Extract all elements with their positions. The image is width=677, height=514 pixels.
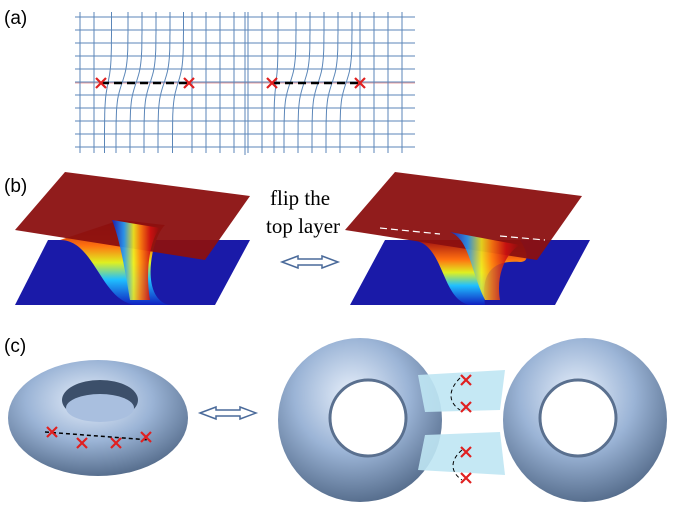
caption: flip the (270, 186, 330, 210)
double-arrow (200, 407, 256, 419)
sheets-left (15, 172, 250, 305)
caption: top layer (266, 214, 340, 238)
panel-label: (c) (4, 336, 26, 357)
cross (461, 473, 471, 483)
torus-pair (278, 338, 667, 502)
torus-left (8, 360, 188, 476)
panel-label: (a) (4, 8, 27, 29)
panel-label: (b) (4, 176, 27, 197)
figure: (a) (b) flip the top layer (c) (0, 0, 677, 514)
grid-diagram (75, 12, 415, 155)
double-arrow (282, 256, 338, 268)
sheets-right (345, 172, 590, 305)
